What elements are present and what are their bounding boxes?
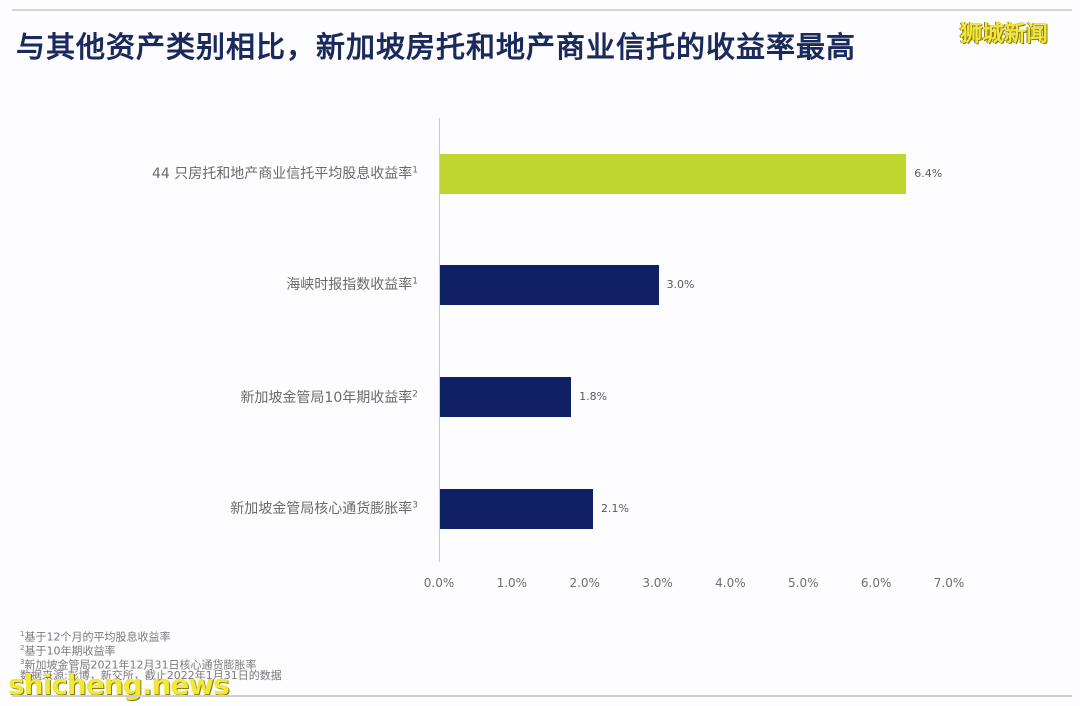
x-tick-label: 0.0% (423, 576, 455, 590)
footnote-mark: 3 (20, 658, 25, 666)
category-text: 海峡时报指数收益率 (286, 277, 413, 293)
x-tick-label: 2.0% (569, 576, 600, 590)
footnote-mark: 2 (20, 644, 25, 652)
footnote: 3新加坡金管局2021年12月31日核心通货膨胀率 (20, 655, 256, 673)
value-label: 2.1% (601, 502, 629, 515)
footnote-mark: 3 (412, 500, 418, 511)
footnote-mark: 1 (412, 165, 418, 176)
value-label: 1.8% (579, 390, 608, 403)
category-label: 新加坡金管局核心通货膨胀率3 (230, 498, 418, 518)
bar-sti-yield (440, 265, 659, 305)
footnote-mark: 1 (20, 630, 25, 638)
category-text: 新加坡金管局核心通货膨胀率 (230, 501, 413, 517)
footnote-mark: 2 (412, 389, 418, 400)
footnote-text: 基于10年期收益率 (24, 644, 116, 658)
bar-sgs-10y-yield (440, 377, 572, 417)
category-label: 新加坡金管局10年期收益率2 (240, 387, 418, 407)
category-text: 44 只房托和地产商业信托平均股息收益率 (152, 166, 413, 182)
footnote: 2基于10年期收益率 (20, 641, 115, 659)
bar-reit-yield (440, 154, 907, 194)
x-tick-label: 6.0% (860, 576, 892, 590)
chart-title: 与其他资产类别相比，新加坡房托和地产商业信托的收益率最高 (16, 30, 857, 64)
footnote: 1基于12个月的平均股息收益率 (20, 627, 170, 645)
x-tick-label: 4.0% (715, 576, 746, 590)
watermark-top: 狮城新闻 (960, 22, 1049, 47)
top-divider (12, 9, 1072, 11)
bottom-divider (12, 695, 1072, 697)
x-tick-label: 1.0% (496, 576, 528, 590)
category-label: 44 只房托和地产商业信托平均股息收益率1 (152, 163, 418, 183)
x-tick-label: 7.0% (933, 576, 965, 590)
footnote-text: 数据来源:彭博，新交所，截止2022年1月31日的数据 (20, 669, 282, 682)
x-tick-label: 3.0% (642, 576, 673, 590)
category-text: 新加坡金管局10年期收益率 (240, 390, 413, 406)
value-label: 6.4% (914, 167, 943, 180)
footnote-mark: 1 (412, 276, 418, 287)
y-axis-line (439, 118, 440, 562)
value-label: 3.0% (666, 278, 695, 291)
x-tick-label: 5.0% (788, 576, 819, 590)
category-label: 海峡时报指数收益率1 (286, 274, 418, 294)
bar-core-inflation (440, 489, 593, 529)
footnote-text: 基于12个月的平均股息收益率 (24, 630, 171, 644)
data-source-note: 数据来源:彭博，新交所，截止2022年1月31日的数据 (20, 669, 282, 683)
footnote-text: 新加坡金管局2021年12月31日核心通货膨胀率 (24, 658, 257, 672)
